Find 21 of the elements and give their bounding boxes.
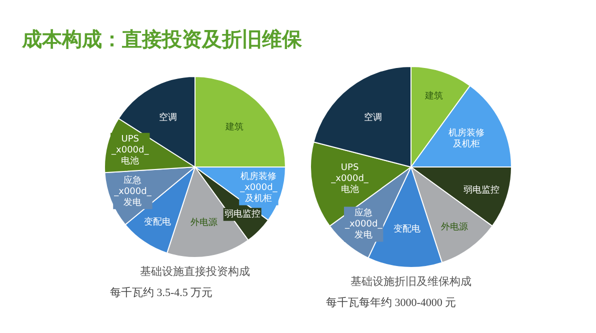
slice-label: 变配电 <box>394 224 421 235</box>
slice-label: 建筑 <box>224 122 244 133</box>
slice-label: 机房装修及机柜 <box>448 128 485 150</box>
text: 每千瓦每年约 3000-4000 元 <box>325 296 458 310</box>
chart-title: 成本构成：直接投资及折旧维保 <box>22 26 302 53</box>
slice-label: 外电源 <box>190 216 218 228</box>
slice-label: 应急_x000d_发电 <box>344 208 383 241</box>
slice-label: UPS_x000d_电池 <box>110 134 150 167</box>
text: 基础设施折旧及维保构成 <box>350 274 472 289</box>
text: 每千瓦约 3.5-4.5 万元 <box>109 286 214 300</box>
slice-label: 空调 <box>158 112 177 124</box>
slice-label: UPS_x000d_电池 <box>330 163 369 196</box>
slice-label: 外电源 <box>441 222 468 233</box>
slice-label: 建筑 <box>424 90 443 102</box>
slice-label: 弱电监控 <box>224 208 260 220</box>
slice-label: 应急_x000d_发电 <box>113 174 152 208</box>
slice-label: 机房装修_x000d_及机柜 <box>239 171 278 204</box>
slice-label: 变配电 <box>144 216 171 228</box>
text: 基础设施直接投资构成 <box>139 264 251 279</box>
slice-label: 弱电监控 <box>464 184 500 196</box>
slice-label: 空调 <box>364 112 382 124</box>
